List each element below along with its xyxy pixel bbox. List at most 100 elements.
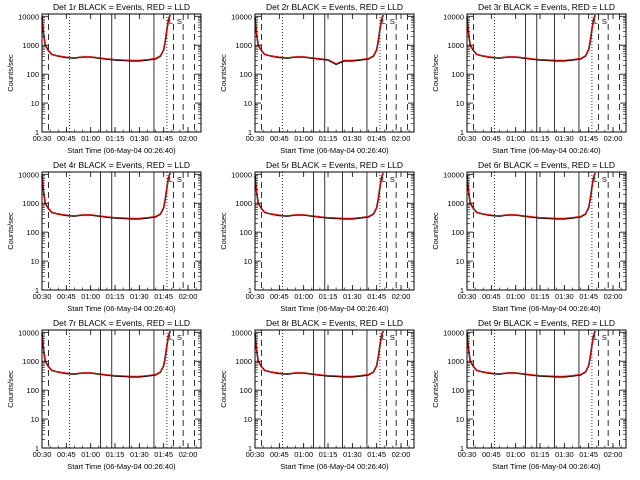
flag-label: S <box>177 17 182 26</box>
x-tick-label: 02:00 <box>392 292 411 301</box>
x-tick-label: 01:30 <box>343 134 362 143</box>
panel-title: Det 8r BLACK = Events, RED = LLD <box>266 318 403 328</box>
y-tick-label: 1 <box>35 286 39 295</box>
panel-title: Det 2r BLACK = Events, RED = LLD <box>266 2 403 12</box>
y-axis-label: Counts/sec <box>6 370 15 408</box>
x-tick-label: 01:15 <box>106 134 125 143</box>
x-tick-label: 00:45 <box>57 134 76 143</box>
y-tick-label: 10000 <box>443 170 464 179</box>
x-axis-label: Start Time (06-May-04 00:26:40) <box>280 462 389 471</box>
lld-series-line <box>466 330 596 377</box>
y-axis-label: Counts/sec <box>219 212 228 250</box>
x-tick-label: 01:45 <box>154 134 173 143</box>
panel-title: Det 7r BLACK = Events, RED = LLD <box>53 318 190 328</box>
x-tick-label: 00:45 <box>482 134 501 143</box>
x-tick-label: 01:45 <box>579 450 598 459</box>
panel-title: Det 6r BLACK = Events, RED = LLD <box>478 160 615 170</box>
x-tick-label: 02:00 <box>604 450 623 459</box>
y-tick-label: 100 <box>239 386 252 395</box>
flag-label: L <box>169 175 173 184</box>
events-series-line <box>41 172 171 220</box>
panel: Det 4r BLACK = Events, RED = LLD Counts/s… <box>6 160 202 313</box>
events-series-line <box>41 330 171 378</box>
lld-series-line <box>466 14 596 61</box>
x-tick-label: 00:45 <box>57 292 76 301</box>
lld-series-line <box>41 330 171 377</box>
lld-series-line <box>466 172 596 219</box>
panel: Det 9r BLACK = Events, RED = LLD Counts/s… <box>431 318 627 471</box>
panel-title: Det 5r BLACK = Events, RED = LLD <box>266 160 403 170</box>
flag-label: S <box>602 17 607 26</box>
y-axis-label: Counts/sec <box>431 370 440 408</box>
panel: Det 5r BLACK = Events, RED = LLD Counts/s… <box>219 160 415 313</box>
plot-frame <box>41 329 202 449</box>
x-tick-label: 01:45 <box>579 292 598 301</box>
y-tick-label: 10 <box>31 99 39 108</box>
y-tick-label: 100 <box>26 228 39 237</box>
x-tick-label: 01:45 <box>579 134 598 143</box>
x-tick-label: 01:45 <box>367 450 386 459</box>
flag-label: S <box>390 333 395 342</box>
y-axis-label: Counts/sec <box>431 54 440 92</box>
flag-label: L <box>382 175 386 184</box>
x-tick-label: 01:00 <box>81 134 100 143</box>
x-tick-label: 01:30 <box>343 450 362 459</box>
y-tick-label: 1 <box>248 128 252 137</box>
x-axis-label: Start Time (06-May-04 00:26:40) <box>280 304 389 313</box>
y-tick-label: 1000 <box>235 199 252 208</box>
flag-label: S <box>177 333 182 342</box>
x-tick-label: 01:45 <box>367 292 386 301</box>
y-tick-label: 10000 <box>231 170 252 179</box>
plot-frame <box>254 329 415 449</box>
x-axis-label: Start Time (06-May-04 00:26:40) <box>67 146 176 155</box>
y-tick-label: 100 <box>26 386 39 395</box>
x-tick-label: 00:30 <box>458 292 477 301</box>
lld-series-line <box>254 330 384 377</box>
y-tick-label: 1000 <box>22 199 39 208</box>
x-tick-label: 01:00 <box>506 134 525 143</box>
events-series-line <box>466 14 596 62</box>
x-tick-label: 00:30 <box>33 450 52 459</box>
y-axis-label: Counts/sec <box>219 54 228 92</box>
panel-title: Det 9r BLACK = Events, RED = LLD <box>478 318 615 328</box>
x-tick-label: 02:00 <box>179 450 198 459</box>
y-axis-label: Counts/sec <box>6 212 15 250</box>
x-axis-label: Start Time (06-May-04 00:26:40) <box>492 462 601 471</box>
events-series-line <box>466 330 596 378</box>
panel-title: Det 4r BLACK = Events, RED = LLD <box>53 160 190 170</box>
x-tick-label: 01:30 <box>130 450 149 459</box>
lld-series-line <box>41 14 171 61</box>
x-axis-label: Start Time (06-May-04 00:26:40) <box>67 462 176 471</box>
y-tick-label: 1000 <box>22 41 39 50</box>
x-tick-label: 01:15 <box>319 450 338 459</box>
plot-frame <box>254 13 415 133</box>
x-axis-label: Start Time (06-May-04 00:26:40) <box>492 146 601 155</box>
y-tick-label: 10 <box>244 415 252 424</box>
plot-frame <box>466 329 627 449</box>
events-series-line <box>254 330 384 378</box>
x-tick-label: 01:00 <box>81 292 100 301</box>
events-series-line <box>41 14 171 62</box>
y-tick-label: 10000 <box>18 328 39 337</box>
lld-series-line <box>254 14 384 65</box>
y-tick-label: 100 <box>26 70 39 79</box>
panel: Det 1r BLACK = Events, RED = LLD Counts/s… <box>6 2 202 155</box>
plot-frame <box>466 171 627 291</box>
events-series-line <box>254 172 384 220</box>
flag-label: S <box>602 175 607 184</box>
x-tick-label: 02:00 <box>604 134 623 143</box>
y-tick-label: 1 <box>248 286 252 295</box>
x-tick-label: 01:30 <box>130 134 149 143</box>
x-tick-label: 01:15 <box>531 450 550 459</box>
lld-series-line <box>41 172 171 219</box>
y-tick-label: 10000 <box>18 12 39 21</box>
y-tick-label: 1 <box>460 444 464 453</box>
x-tick-label: 00:30 <box>33 134 52 143</box>
plot-frame <box>466 13 627 133</box>
x-tick-label: 01:45 <box>154 292 173 301</box>
x-tick-label: 01:15 <box>319 134 338 143</box>
x-tick-label: 01:30 <box>555 450 574 459</box>
panel: Det 2r BLACK = Events, RED = LLD Counts/s… <box>219 2 415 155</box>
x-tick-label: 01:00 <box>506 292 525 301</box>
panel-title: Det 3r BLACK = Events, RED = LLD <box>478 2 615 12</box>
